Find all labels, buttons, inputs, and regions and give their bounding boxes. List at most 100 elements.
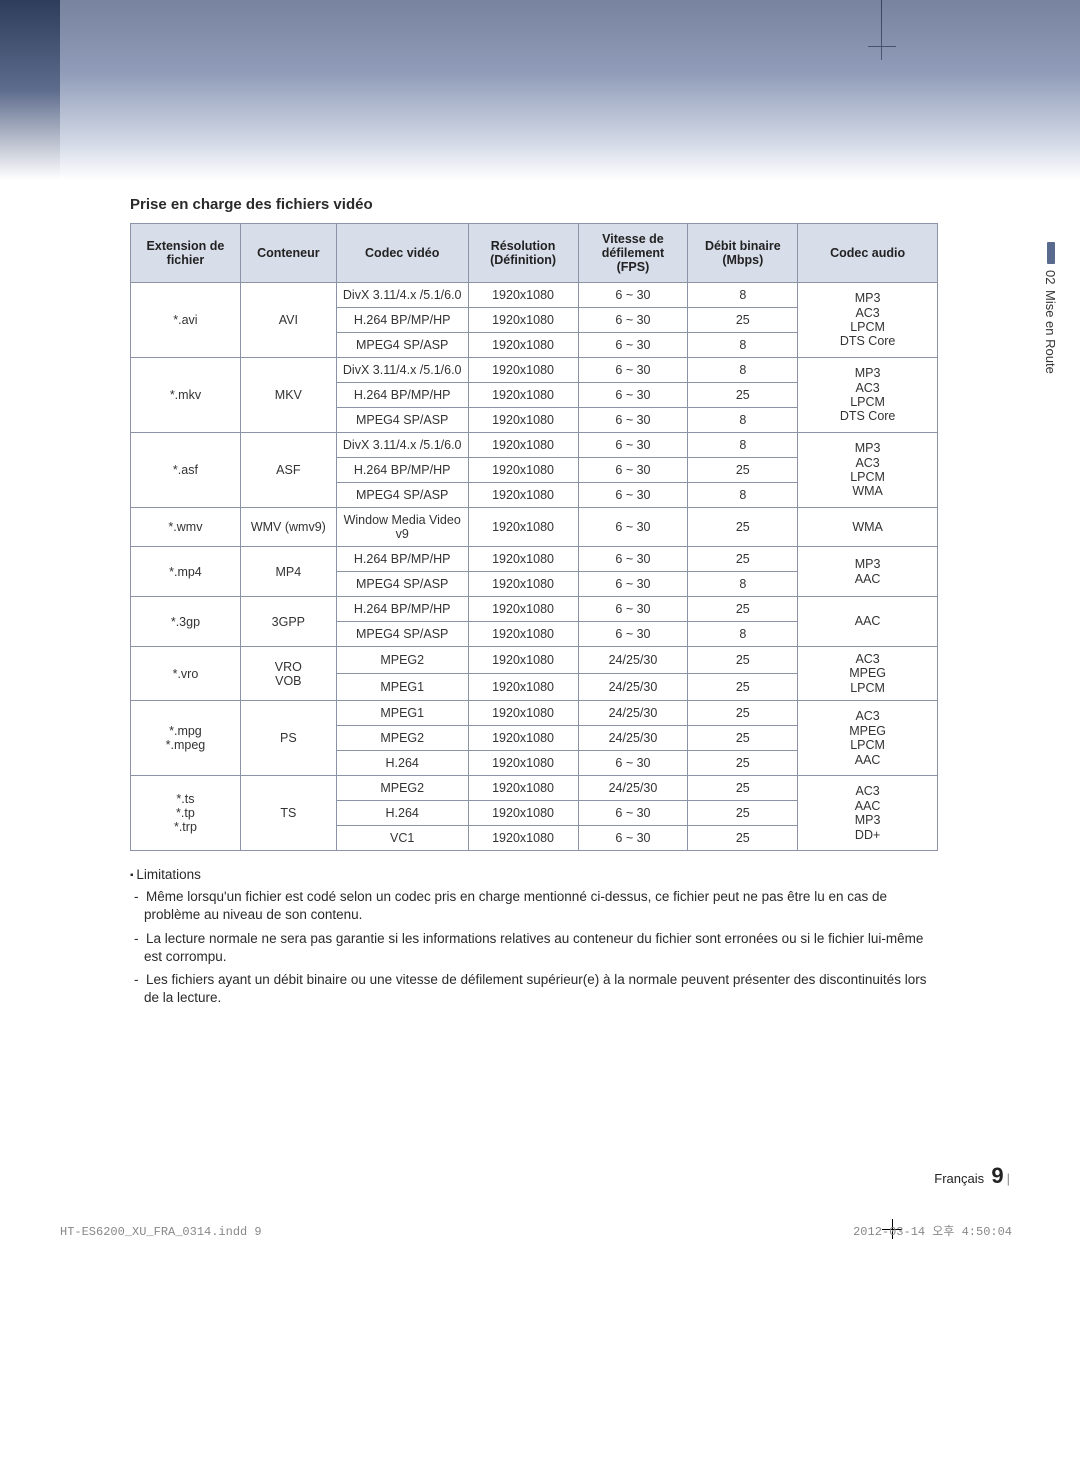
cell-res: 1920x1080 — [468, 408, 578, 433]
limitations-title: Limitations — [130, 867, 930, 882]
indd-filename: HT-ES6200_XU_FRA_0314.indd 9 — [60, 1225, 262, 1239]
table-row: *.vroVROVOBMPEG21920x108024/25/3025AC3MP… — [131, 647, 938, 674]
cell-fps: 6 ~ 30 — [578, 826, 688, 851]
cell-bitrate: 25 — [688, 647, 798, 674]
table-row: *.3gp3GPPH.264 BP/MP/HP1920x10806 ~ 3025… — [131, 597, 938, 622]
cell-res: 1920x1080 — [468, 333, 578, 358]
table-row: *.asfASFDivX 3.11/4.x /5.1/6.01920x10806… — [131, 433, 938, 458]
cell-fps: 6 ~ 30 — [578, 308, 688, 333]
cell-extension: *.wmv — [131, 508, 241, 547]
cell-codec: MPEG4 SP/ASP — [336, 333, 468, 358]
cell-res: 1920x1080 — [468, 283, 578, 308]
cell-audio: AAC — [798, 597, 938, 647]
cell-extension: *.vro — [131, 647, 241, 701]
cell-fps: 6 ~ 30 — [578, 408, 688, 433]
cell-container: AVI — [240, 283, 336, 358]
cell-fps: 6 ~ 30 — [578, 572, 688, 597]
cell-container: PS — [240, 701, 336, 776]
column-header: Conteneur — [240, 224, 336, 283]
cell-fps: 6 ~ 30 — [578, 622, 688, 647]
cell-fps: 6 ~ 30 — [578, 597, 688, 622]
cell-container: VROVOB — [240, 647, 336, 701]
table-row: *.mp4MP4H.264 BP/MP/HP1920x10806 ~ 3025M… — [131, 547, 938, 572]
column-header: Codec vidéo — [336, 224, 468, 283]
cell-extension: *.avi — [131, 283, 241, 358]
cell-bitrate: 8 — [688, 483, 798, 508]
cell-container: WMV (wmv9) — [240, 508, 336, 547]
cell-bitrate: 25 — [688, 674, 798, 701]
cell-bitrate: 8 — [688, 283, 798, 308]
cell-extension: *.mkv — [131, 358, 241, 433]
cell-extension: *.mpg*.mpeg — [131, 701, 241, 776]
cell-container: ASF — [240, 433, 336, 508]
cell-bitrate: 8 — [688, 622, 798, 647]
cell-codec: H.264 BP/MP/HP — [336, 308, 468, 333]
cell-fps: 6 ~ 30 — [578, 547, 688, 572]
cell-codec: DivX 3.11/4.x /5.1/6.0 — [336, 283, 468, 308]
footer-lang: Français — [934, 1171, 984, 1186]
cell-fps: 6 ~ 30 — [578, 483, 688, 508]
cell-bitrate: 8 — [688, 408, 798, 433]
cell-bitrate: 25 — [688, 826, 798, 851]
cell-extension: *.ts*.tp*.trp — [131, 776, 241, 851]
cell-res: 1920x1080 — [468, 508, 578, 547]
limitations-block: Limitations Même lorsqu'un fichier est c… — [130, 867, 930, 1007]
column-header: Résolution (Définition) — [468, 224, 578, 283]
video-support-table: Extension de fichierConteneurCodec vidéo… — [130, 223, 938, 851]
table-row: *.mkvMKVDivX 3.11/4.x /5.1/6.01920x10806… — [131, 358, 938, 383]
cell-codec: MPEG1 — [336, 701, 468, 726]
column-header: Vitesse de défilement (FPS) — [578, 224, 688, 283]
cell-codec: MPEG2 — [336, 726, 468, 751]
side-tab-number: 02 — [1043, 270, 1058, 284]
content-area: Prise en charge des fichiers vidéo Exten… — [130, 196, 938, 1012]
cell-container: 3GPP — [240, 597, 336, 647]
cell-audio: MP3AAC — [798, 547, 938, 597]
cell-fps: 24/25/30 — [578, 701, 688, 726]
cell-res: 1920x1080 — [468, 433, 578, 458]
cell-container: TS — [240, 776, 336, 851]
cell-bitrate: 8 — [688, 572, 798, 597]
cell-extension: *.mp4 — [131, 547, 241, 597]
section-title: Prise en charge des fichiers vidéo — [130, 196, 938, 213]
cell-codec: MPEG4 SP/ASP — [336, 572, 468, 597]
cell-bitrate: 25 — [688, 597, 798, 622]
table-row: *.mpg*.mpegPSMPEG11920x108024/25/3025AC3… — [131, 701, 938, 726]
table-row: *.wmvWMV (wmv9)Window Media Video v91920… — [131, 508, 938, 547]
cell-res: 1920x1080 — [468, 826, 578, 851]
cell-codec: MPEG4 SP/ASP — [336, 483, 468, 508]
cell-audio: MP3AC3LPCMDTS Core — [798, 283, 938, 358]
cell-codec: Window Media Video v9 — [336, 508, 468, 547]
cell-codec: H.264 — [336, 801, 468, 826]
cell-codec: MPEG2 — [336, 647, 468, 674]
limitation-item: La lecture normale ne sera pas garantie … — [144, 930, 930, 966]
column-header: Extension de fichier — [131, 224, 241, 283]
cell-res: 1920x1080 — [468, 358, 578, 383]
cell-codec: MPEG4 SP/ASP — [336, 408, 468, 433]
limitation-item: Les fichiers ayant un débit binaire ou u… — [144, 971, 930, 1007]
cell-bitrate: 8 — [688, 433, 798, 458]
cell-bitrate: 25 — [688, 776, 798, 801]
cell-res: 1920x1080 — [468, 726, 578, 751]
limitation-item: Même lorsqu'un fichier est codé selon un… — [144, 888, 930, 924]
cell-container: MP4 — [240, 547, 336, 597]
cell-bitrate: 8 — [688, 358, 798, 383]
table-row: *.ts*.tp*.trpTSMPEG21920x108024/25/3025A… — [131, 776, 938, 801]
cell-fps: 6 ~ 30 — [578, 358, 688, 383]
cell-fps: 6 ~ 30 — [578, 433, 688, 458]
cell-bitrate: 25 — [688, 726, 798, 751]
cell-codec: H.264 — [336, 751, 468, 776]
cell-fps: 6 ~ 30 — [578, 458, 688, 483]
cell-codec: H.264 BP/MP/HP — [336, 597, 468, 622]
cell-bitrate: 25 — [688, 547, 798, 572]
column-header: Codec audio — [798, 224, 938, 283]
cell-res: 1920x1080 — [468, 674, 578, 701]
cell-audio: MP3AC3LPCMWMA — [798, 433, 938, 508]
cell-bitrate: 25 — [688, 751, 798, 776]
cell-res: 1920x1080 — [468, 776, 578, 801]
cell-codec: H.264 BP/MP/HP — [336, 547, 468, 572]
cell-res: 1920x1080 — [468, 383, 578, 408]
cell-res: 1920x1080 — [468, 751, 578, 776]
cell-audio: AC3MPEGLPCMAAC — [798, 701, 938, 776]
cell-bitrate: 25 — [688, 383, 798, 408]
cell-codec: VC1 — [336, 826, 468, 851]
